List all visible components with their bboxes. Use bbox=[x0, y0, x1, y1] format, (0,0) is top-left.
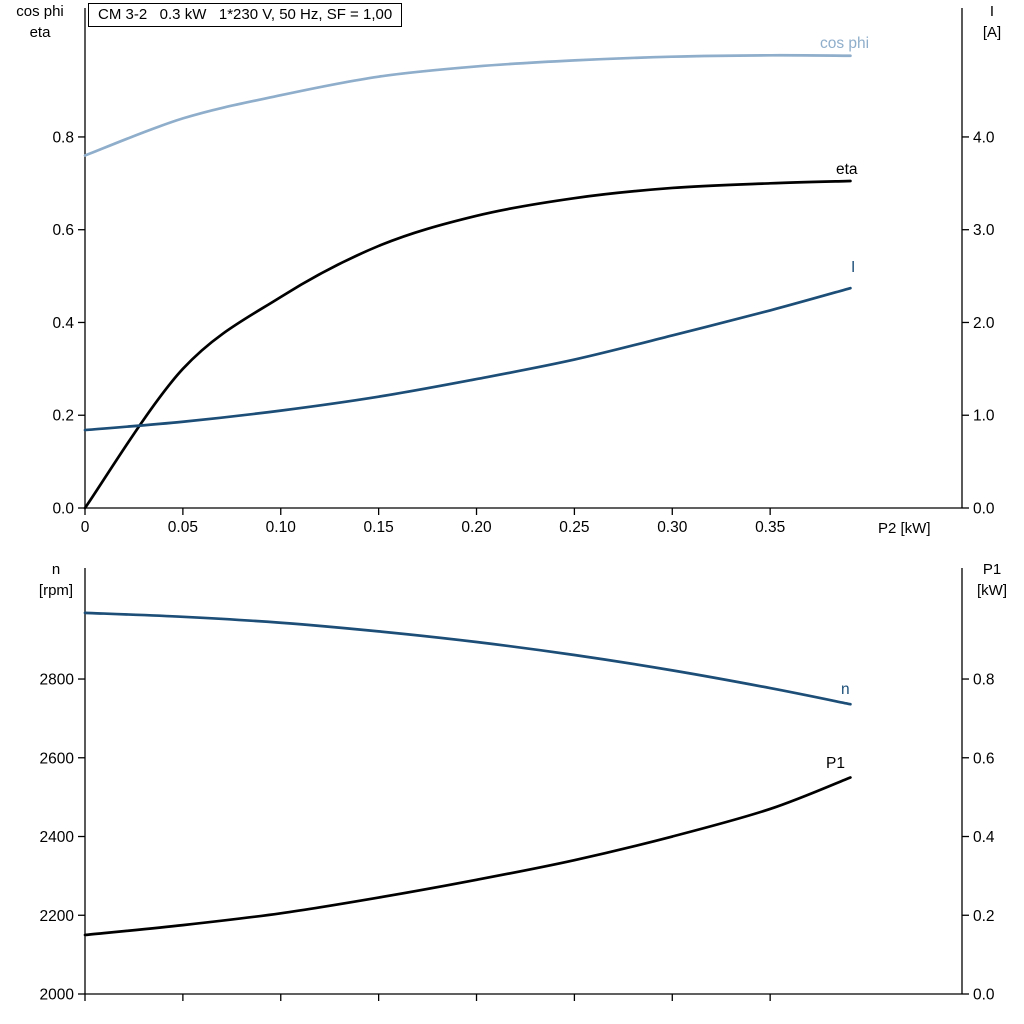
top-left-axis-title: cos phi eta bbox=[1, 1, 79, 43]
left-tick-label: 0.8 bbox=[52, 129, 74, 146]
right-tick-label: 0.0 bbox=[973, 987, 995, 1004]
series-curve-eta bbox=[83, 179, 852, 510]
left-tick-label: 0.6 bbox=[52, 222, 74, 239]
x-tick-label: 0.25 bbox=[559, 519, 589, 536]
series-curve-cos-phi bbox=[83, 53, 852, 157]
chart-0: 0.0 0.2 0.4 0.6 0.8 0.0 1.0 2.0 3.0 4.0 0 0.05 0.10 0… bbox=[52, 8, 995, 536]
bottom-left-axis-title: n [rpm] bbox=[20, 559, 92, 601]
series-curve-n bbox=[83, 611, 852, 706]
series-label-n: n bbox=[841, 681, 850, 698]
top-right-axis-title: I [A] bbox=[962, 1, 1022, 43]
left-tick-label: 0.0 bbox=[52, 501, 74, 518]
x-tick-label: 0.20 bbox=[461, 519, 492, 536]
right-tick-label: 0.0 bbox=[973, 501, 995, 518]
right-axis-title-line1: I bbox=[989, 3, 995, 20]
right-tick-label: 0.4 bbox=[973, 829, 995, 846]
p1-axis-title-line2: [kW] bbox=[977, 582, 1007, 599]
left-tick-label: 2400 bbox=[40, 829, 75, 846]
right-tick-label: 0.8 bbox=[973, 672, 995, 689]
right-tick-label: 3.0 bbox=[973, 222, 995, 239]
left-axis-title-line1: cos phi bbox=[16, 3, 64, 20]
bottom-right-axis-title: P1 [kW] bbox=[962, 559, 1022, 601]
left-tick-label: 2200 bbox=[40, 908, 75, 925]
right-tick-label: 1.0 bbox=[973, 408, 995, 425]
right-tick-label: 0.6 bbox=[973, 750, 995, 767]
right-axis-title-line2: [A] bbox=[982, 24, 1002, 41]
right-tick-label: 2.0 bbox=[973, 315, 995, 332]
chart-title-box: CM 3-2 0.3 kW 1*230 V, 50 Hz, SF = 1,00 bbox=[88, 3, 403, 27]
x-tick-label: 0.05 bbox=[168, 519, 198, 536]
series-curve-P1 bbox=[83, 776, 852, 937]
left-tick-label: 2600 bbox=[40, 750, 75, 767]
series-label-I: I bbox=[851, 259, 855, 276]
left-tick-label: 0.2 bbox=[52, 408, 74, 425]
left-tick-label: 0.4 bbox=[52, 315, 74, 332]
series-curve-I bbox=[83, 286, 852, 432]
right-tick-label: 4.0 bbox=[973, 129, 995, 146]
x-tick-label: 0.30 bbox=[657, 519, 688, 536]
x-tick-label: 0 bbox=[81, 519, 90, 536]
x-axis-title: P2 [kW] bbox=[878, 520, 931, 537]
right-tick-label: 0.2 bbox=[973, 908, 995, 925]
n-axis-title-line1: n bbox=[51, 561, 61, 578]
p1-axis-title-line1: P1 bbox=[982, 561, 1002, 578]
left-tick-label: 2000 bbox=[40, 987, 75, 1004]
left-axis-title-line2: eta bbox=[29, 24, 51, 41]
x-tick-label: 0.15 bbox=[364, 519, 394, 536]
n-axis-title-line2: [rpm] bbox=[38, 582, 74, 599]
series-label-P1: P1 bbox=[826, 755, 845, 772]
series-label-cos-phi: cos phi bbox=[820, 35, 869, 52]
chart-1: 2000 2200 2400 2600 2800 0.0 0.2 0.4 0.6 0.8 n P1 bbox=[40, 568, 995, 1004]
left-tick-label: 2800 bbox=[40, 672, 75, 689]
x-tick-label: 0.10 bbox=[266, 519, 297, 536]
x-tick-label: 0.35 bbox=[755, 519, 785, 536]
series-label-eta: eta bbox=[836, 161, 858, 178]
